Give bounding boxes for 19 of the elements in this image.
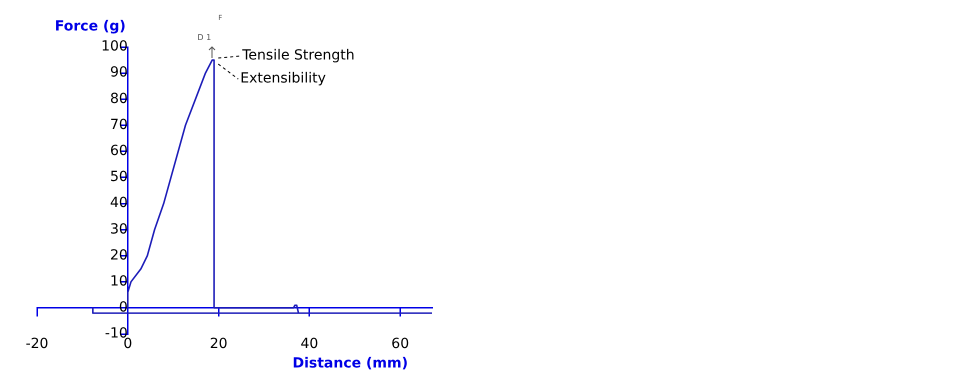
y-tick-label: 70 bbox=[110, 116, 128, 133]
y-tick-label: 90 bbox=[110, 64, 128, 81]
x-axis-title: Distance (mm) bbox=[292, 356, 408, 372]
y-tick-label: 10 bbox=[110, 273, 128, 290]
y-tick-label: 40 bbox=[110, 195, 128, 212]
x-tick-label: 60 bbox=[391, 336, 410, 352]
y-tick-label: 50 bbox=[110, 169, 128, 186]
y-tick-label: 100 bbox=[101, 38, 128, 55]
y-tick-label: 60 bbox=[110, 143, 128, 160]
x-tick-label: 20 bbox=[210, 336, 228, 352]
y-tick-label: 80 bbox=[110, 90, 128, 107]
x-tick-label: 40 bbox=[300, 336, 318, 352]
x-tick-label: -20 bbox=[26, 336, 48, 352]
y-axis-title: Force (g) bbox=[54, 18, 126, 35]
y-tick-label: 20 bbox=[110, 247, 128, 264]
annotation: Tensile Strength bbox=[241, 48, 355, 64]
text: D 1 bbox=[197, 33, 212, 42]
y-tick-label: 30 bbox=[110, 221, 128, 238]
annotation: Extensibility bbox=[240, 70, 326, 87]
